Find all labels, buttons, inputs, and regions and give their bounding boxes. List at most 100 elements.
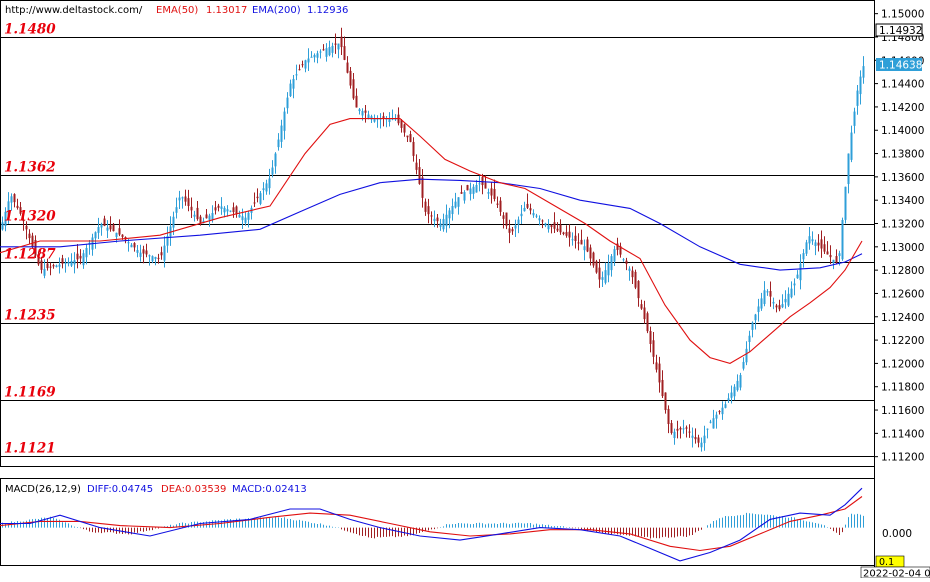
candle-body: [79, 255, 82, 259]
candle-body: [238, 214, 241, 218]
price-tick-label: 1.13800: [881, 149, 924, 161]
ema200-label: EMA(200): [252, 5, 301, 16]
candle-body: [445, 214, 448, 227]
candle-body: [685, 427, 688, 429]
candle-body: [262, 188, 265, 191]
candle-body: [295, 74, 298, 76]
candle-body: [826, 251, 829, 255]
candle-body: [709, 421, 712, 423]
candle-body: [217, 205, 220, 208]
candle-body: [112, 224, 115, 232]
macd-macd-value: MACD:0.02413: [232, 484, 307, 495]
candle-body: [475, 185, 478, 193]
candle-body: [676, 428, 679, 431]
candle-body: [316, 53, 319, 58]
candle-body: [403, 124, 406, 133]
candle-body: [367, 114, 370, 119]
candle-body: [505, 212, 508, 226]
candle-body: [490, 188, 493, 196]
candle-body: [463, 192, 466, 201]
high-price-label: 1.14932: [879, 25, 922, 37]
candle-body: [586, 239, 589, 252]
candle-body: [190, 206, 193, 211]
candle-body: [118, 228, 121, 235]
candle-body: [319, 51, 322, 53]
candle-body: [856, 90, 859, 106]
level-labels: 1.1480 1.1362 1.1320 1.1287 1.1235 1.1169 1.11…: [4, 22, 56, 457]
candle-body: [400, 120, 403, 128]
candle-body: [721, 407, 724, 415]
candle-body: [643, 307, 646, 320]
candle-body: [148, 255, 151, 257]
candle-body: [436, 217, 439, 222]
candle-body: [793, 283, 796, 286]
candle-body: [583, 246, 586, 251]
candle-body: [742, 361, 745, 369]
candle-body: [337, 43, 340, 50]
candle-body: [223, 207, 226, 213]
candle-body: [466, 185, 469, 191]
candle-body: [58, 264, 61, 267]
candle-body: [787, 293, 790, 306]
candle-body: [595, 261, 598, 273]
candle-body: [241, 216, 244, 221]
macd-title: MACD(26,12,9): [5, 484, 81, 495]
candle-body: [292, 78, 295, 89]
candle-body: [139, 252, 142, 257]
candle-body: [775, 305, 778, 308]
candle-body: [760, 298, 763, 309]
candle-body: [10, 196, 13, 203]
candle-body: [631, 270, 634, 278]
price-tick-label: 1.14200: [881, 102, 924, 114]
candle-body: [61, 258, 64, 264]
ema200-value: 1.12936: [307, 5, 348, 16]
candle-body: [232, 207, 235, 213]
candle-body: [418, 167, 421, 184]
candle-body: [655, 362, 658, 370]
candle-body: [334, 43, 337, 45]
level-label: 1.1121: [4, 441, 56, 457]
candle-body: [16, 205, 19, 208]
candle-body: [658, 363, 661, 383]
candle-body: [553, 222, 556, 229]
candle-body: [538, 218, 541, 221]
candle-body: [307, 58, 310, 63]
price-tick-label: 1.15000: [881, 9, 924, 21]
macd-diff-value: DIFF:0.04745: [87, 484, 153, 495]
candle-body: [691, 435, 694, 438]
candle-body: [373, 118, 376, 122]
last-price-label: 1.14638: [879, 60, 922, 72]
candle-body: [637, 281, 640, 299]
candle-body: [448, 210, 451, 219]
candle-body: [493, 188, 496, 200]
candle-body: [361, 111, 364, 116]
candle-body: [484, 182, 487, 189]
candle-body: [859, 76, 862, 95]
candle-body: [820, 239, 823, 249]
date-label: 2022-02-04 02: [863, 569, 930, 579]
candle-body: [862, 66, 865, 78]
level-label: 1.1235: [4, 308, 56, 324]
candle-body: [832, 259, 835, 264]
candle-body: [844, 186, 847, 220]
candle-body: [280, 125, 283, 142]
candle-body: [739, 375, 742, 388]
candle-body: [340, 36, 343, 48]
candle-body: [523, 207, 526, 212]
candle-body: [208, 215, 211, 220]
candle-body: [451, 206, 454, 215]
candle-body: [421, 177, 424, 198]
candle-body: [622, 259, 625, 261]
last-price-box: [876, 58, 922, 71]
candle-body: [40, 260, 43, 270]
candle-body: [607, 263, 610, 276]
price-tick-label: 1.13400: [881, 195, 924, 207]
candle-body: [472, 186, 475, 194]
candle-body: [694, 437, 697, 440]
candle-body: [670, 423, 673, 433]
candle-body: [4, 211, 7, 226]
candle-body: [313, 55, 316, 58]
candle-body: [274, 153, 277, 167]
candle-body: [187, 198, 190, 207]
candle-body: [67, 261, 70, 264]
